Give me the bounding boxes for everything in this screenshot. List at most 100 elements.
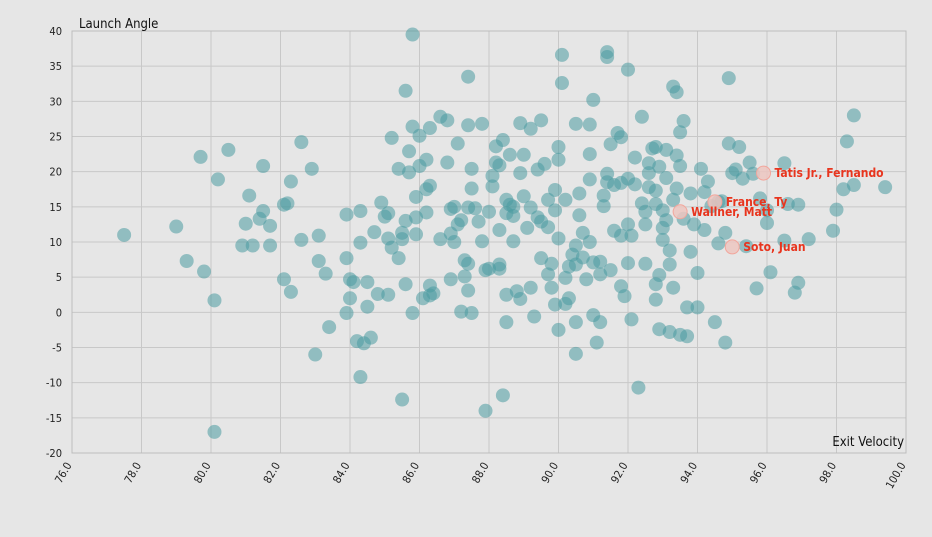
data-point [308,347,323,362]
data-point [443,272,458,287]
data-point [666,280,681,295]
data-point [621,217,635,232]
data-point [492,158,507,173]
data-point [846,178,861,193]
data-point [117,227,132,242]
data-point [238,216,253,231]
data-point [405,306,420,321]
data-point [634,109,649,124]
x-axis-ticks: 76.0 78.0 80.0 82.0 84.0 86.0 88.0 90.0 92.0 94.0… [52,460,908,491]
data-point [419,205,434,220]
data-point [534,113,549,128]
data-point [409,189,424,204]
data-point [454,304,469,319]
data-point [662,257,677,272]
plot-frame [71,30,907,454]
data-point [516,189,531,204]
data-point [412,128,427,143]
data-point [638,256,653,271]
data-point [263,238,278,253]
data-point [374,195,389,210]
data-point [690,300,705,315]
data-point [294,135,309,150]
data-point [760,203,774,218]
data-point [409,227,424,242]
data-point [461,118,476,133]
data-point [367,225,382,240]
data-point [614,130,629,145]
data-point [461,69,476,84]
data-point [461,283,476,298]
data-point [169,219,184,234]
data-point [482,204,496,219]
data-point [641,166,656,181]
data-point [551,140,566,155]
data-point [568,238,583,253]
data-point [568,116,583,131]
data-point [680,329,695,344]
data-point [450,136,465,151]
x-tick-label: 92.0 [608,460,630,486]
data-point [495,133,510,148]
data-point [593,254,608,269]
data-point [614,228,629,243]
data-point [718,225,733,240]
data-point [311,253,326,268]
highlighted-point [724,239,740,255]
data-point [485,179,500,194]
data-point [582,172,597,187]
highlighted-point-label: Soto, Juan [743,240,805,254]
data-point [659,170,674,185]
data-point [210,172,225,187]
data-point [471,214,486,229]
y-tick-label: 5 [56,271,62,284]
y-tick-label: 15 [49,201,62,214]
data-point [777,156,792,171]
data-point [422,121,437,136]
data-point [523,121,538,136]
x-tick-label: 86.0 [400,460,422,486]
y-tick-label: -15 [46,412,62,425]
data-point [700,174,715,189]
data-point [551,152,566,167]
data-point [548,203,563,218]
data-point [544,256,559,271]
data-point [652,268,667,283]
y-axis-title: Launch Angle [79,17,158,32]
x-tick-label: 76.0 [52,460,74,486]
data-point [791,197,806,212]
data-point [579,272,594,287]
data-point [353,370,368,385]
x-tick-label: 96.0 [747,460,769,486]
highlighted-point [672,204,688,220]
x-tick-label: 98.0 [817,460,839,486]
y-tick-label: 20 [49,166,62,179]
data-point [360,275,375,290]
data-point [575,250,590,265]
highlighted-point-label: France, Ty [726,195,787,209]
data-point [603,263,618,278]
data-point [742,155,757,170]
data-point [370,287,385,302]
data-point [304,161,319,176]
data-point [506,199,521,214]
data-point [457,269,472,284]
data-point [360,299,375,314]
data-point [673,125,688,140]
data-point [551,322,566,337]
data-point [697,185,712,200]
data-point [669,148,684,163]
data-point [777,233,792,248]
data-point [523,200,538,215]
highlighted-point-label: Tatis Jr., Fernando [775,166,884,180]
data-point [339,306,354,321]
data-point [760,216,774,231]
data-point [395,392,410,407]
data-point [676,114,691,129]
data-point [426,286,441,301]
data-point [627,177,642,192]
data-point [753,191,768,206]
data-point [343,291,357,306]
